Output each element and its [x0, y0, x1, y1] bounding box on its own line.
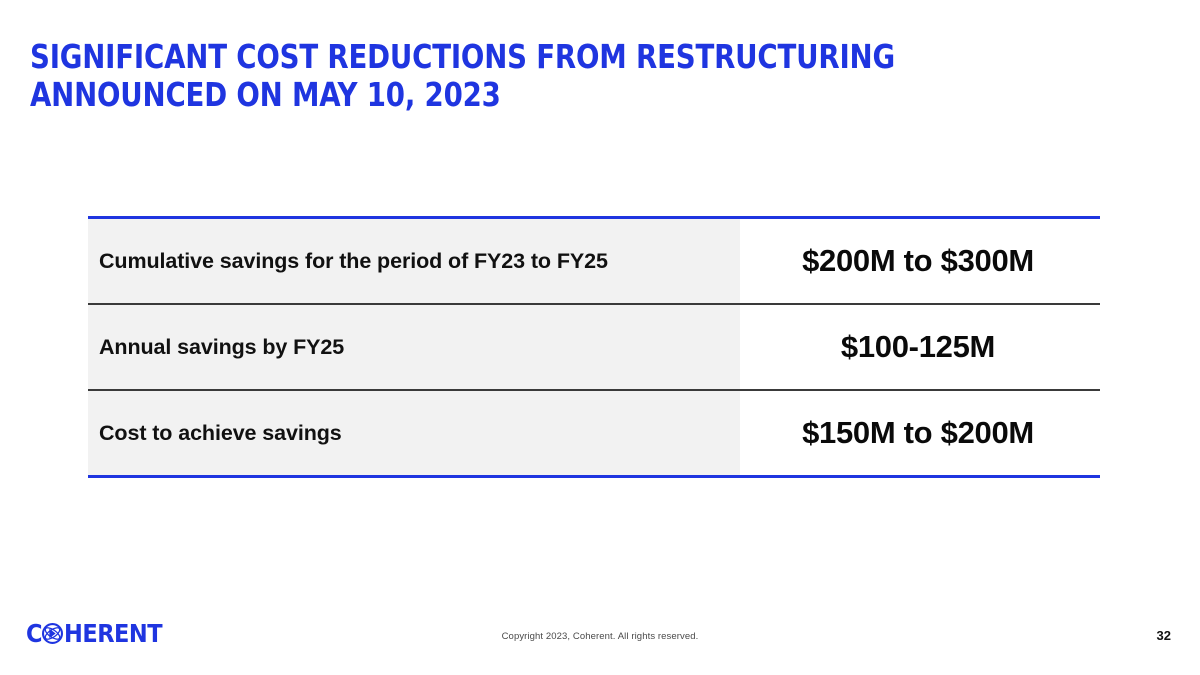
- table-row-separator: [88, 303, 1100, 305]
- table-row: Annual savings by FY25 $100-125M: [88, 305, 1100, 389]
- page-number: 32: [1156, 628, 1171, 643]
- table-cell-label: Annual savings by FY25: [88, 305, 740, 389]
- table-row: Cumulative savings for the period of FY2…: [88, 219, 1100, 303]
- savings-table: Cumulative savings for the period of FY2…: [88, 216, 1100, 478]
- copyright-notice: Copyright 2023, Coherent. All rights res…: [501, 631, 699, 642]
- logo-wordmark: HERENT: [64, 618, 163, 648]
- table-cell-value: $200M to $300M: [740, 219, 1100, 303]
- coherent-logo: C HERENT: [26, 618, 163, 648]
- table-cell-label: Cost to achieve savings: [88, 391, 740, 475]
- table-bottom-rule: [88, 475, 1100, 478]
- table-cell-value: $100-125M: [740, 305, 1100, 389]
- table-row: Cost to achieve savings $150M to $200M: [88, 391, 1100, 475]
- table-cell-value: $150M to $200M: [740, 391, 1100, 475]
- page-title: SIGNIFICANT COST REDUCTIONS FROM RESTRUC…: [30, 37, 895, 114]
- logo-letter-c: C: [26, 618, 43, 648]
- table-row-separator: [88, 389, 1100, 391]
- coherent-orbit-icon: [42, 622, 64, 644]
- table-top-rule: [88, 216, 1100, 219]
- table-cell-label: Cumulative savings for the period of FY2…: [88, 219, 740, 303]
